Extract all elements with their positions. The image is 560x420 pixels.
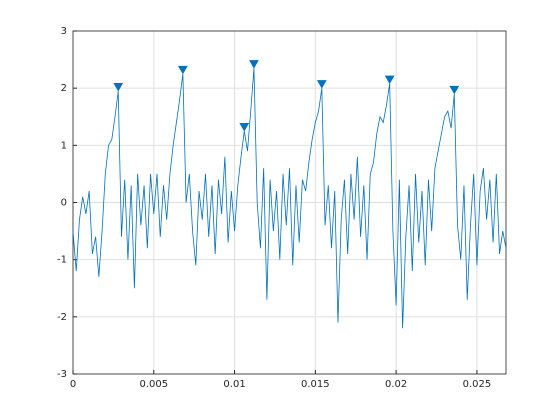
signal-line — [72, 68, 507, 329]
peak-marker — [113, 83, 124, 92]
x-tick-label: 0.02 — [385, 379, 407, 390]
peak-marker — [249, 60, 259, 69]
y-tick-label: -2 — [57, 312, 67, 323]
y-tick-label: 2 — [61, 83, 67, 94]
axes-box — [72, 30, 507, 375]
y-tick-label: 1 — [61, 140, 67, 151]
peak-marker — [449, 85, 460, 95]
y-tick-label: 0 — [61, 198, 67, 209]
peak-marker — [384, 75, 395, 85]
peak-marker — [178, 65, 188, 75]
y-tick-label: -3 — [57, 369, 67, 380]
x-tick-label: 0.01 — [223, 379, 245, 390]
peak-marker — [239, 123, 250, 132]
peak-marker — [316, 80, 327, 89]
x-tick-label: 0.015 — [301, 379, 330, 390]
x-tick-label: 0.025 — [463, 379, 492, 390]
x-tick-label: 0.005 — [139, 379, 168, 390]
y-tick-label: 3 — [61, 26, 67, 37]
y-tick-label: -1 — [57, 255, 67, 266]
x-tick-label: 0 — [70, 379, 76, 390]
